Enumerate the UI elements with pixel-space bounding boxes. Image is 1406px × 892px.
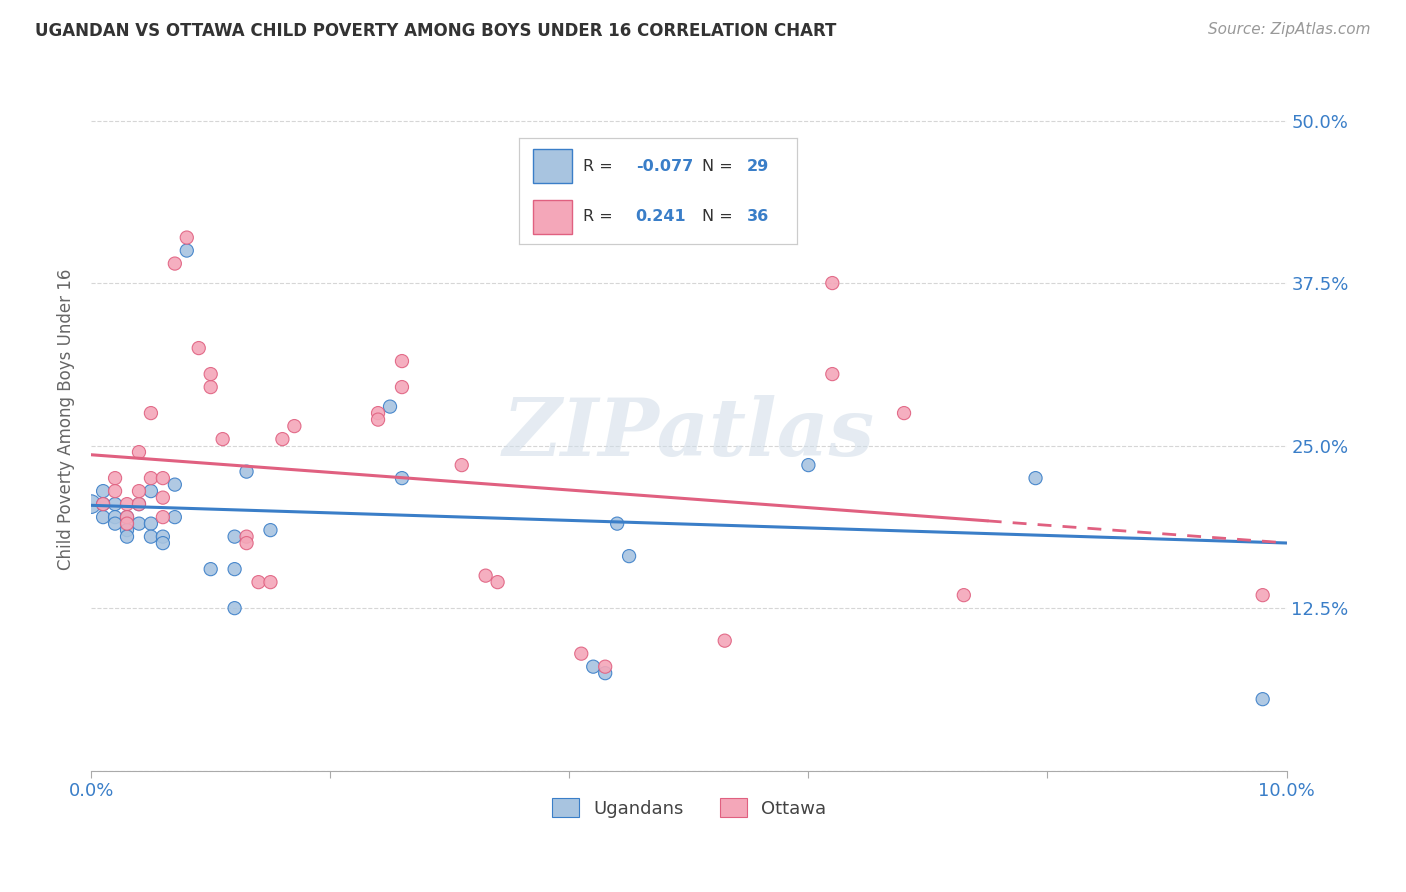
Point xyxy=(128,497,150,511)
Point xyxy=(163,510,186,524)
Point xyxy=(139,530,162,544)
Point xyxy=(259,523,281,537)
Point xyxy=(104,510,127,524)
Point xyxy=(1025,471,1047,485)
Text: N =: N = xyxy=(703,209,738,224)
Point xyxy=(617,549,640,563)
Point xyxy=(271,432,294,446)
Point xyxy=(797,458,820,472)
Point xyxy=(713,633,735,648)
Y-axis label: Child Poverty Among Boys Under 16: Child Poverty Among Boys Under 16 xyxy=(58,268,75,570)
Point xyxy=(115,516,138,531)
Text: R =: R = xyxy=(583,159,617,174)
Point xyxy=(139,484,162,499)
Point xyxy=(450,458,472,472)
Text: ZIPatlas: ZIPatlas xyxy=(503,395,875,473)
Point xyxy=(235,530,257,544)
Point xyxy=(821,276,844,290)
Point xyxy=(187,341,209,355)
Point xyxy=(486,575,509,590)
Point xyxy=(139,516,162,531)
Point xyxy=(176,230,198,244)
Point xyxy=(115,523,138,537)
Text: Source: ZipAtlas.com: Source: ZipAtlas.com xyxy=(1208,22,1371,37)
Point xyxy=(247,575,270,590)
Text: 29: 29 xyxy=(747,159,769,174)
Point xyxy=(593,659,616,673)
Point xyxy=(91,497,114,511)
Point xyxy=(689,146,711,161)
Point xyxy=(152,536,174,550)
Legend: Ugandans, Ottawa: Ugandans, Ottawa xyxy=(544,791,834,825)
Point xyxy=(163,256,186,270)
Point xyxy=(152,491,174,505)
Point xyxy=(235,465,257,479)
FancyBboxPatch shape xyxy=(533,200,572,234)
Text: 0.241: 0.241 xyxy=(636,209,686,224)
Text: R =: R = xyxy=(583,209,617,224)
Point xyxy=(152,530,174,544)
Point xyxy=(128,497,150,511)
Point xyxy=(593,666,616,681)
Point xyxy=(139,471,162,485)
Point xyxy=(200,367,222,381)
Point xyxy=(367,412,389,426)
Point xyxy=(391,471,413,485)
Point xyxy=(128,445,150,459)
Point xyxy=(224,601,246,615)
Point xyxy=(283,419,305,434)
Point xyxy=(953,588,976,602)
Point xyxy=(367,406,389,420)
Point xyxy=(224,530,246,544)
Point xyxy=(115,497,138,511)
Text: UGANDAN VS OTTAWA CHILD POVERTY AMONG BOYS UNDER 16 CORRELATION CHART: UGANDAN VS OTTAWA CHILD POVERTY AMONG BO… xyxy=(35,22,837,40)
Point xyxy=(104,484,127,499)
Text: N =: N = xyxy=(703,159,738,174)
Point xyxy=(606,516,628,531)
Point xyxy=(893,406,915,420)
Point xyxy=(224,562,246,576)
FancyBboxPatch shape xyxy=(533,149,572,183)
Point xyxy=(569,647,592,661)
Text: 36: 36 xyxy=(747,209,769,224)
Point xyxy=(1251,692,1274,706)
Point xyxy=(104,516,127,531)
Point xyxy=(152,510,174,524)
Point xyxy=(1251,588,1274,602)
Point xyxy=(115,510,138,524)
Point xyxy=(391,380,413,394)
Point xyxy=(104,471,127,485)
Point xyxy=(104,497,127,511)
Point xyxy=(152,471,174,485)
Point xyxy=(91,484,114,499)
Point xyxy=(128,516,150,531)
Point xyxy=(474,568,496,582)
Point xyxy=(821,367,844,381)
Point xyxy=(378,400,401,414)
Point xyxy=(139,406,162,420)
Point xyxy=(200,562,222,576)
Point xyxy=(235,536,257,550)
Point xyxy=(163,477,186,491)
Point xyxy=(391,354,413,368)
Point xyxy=(91,497,114,511)
Point xyxy=(582,659,605,673)
Point xyxy=(80,497,103,511)
Point xyxy=(128,484,150,499)
Text: -0.077: -0.077 xyxy=(636,159,693,174)
Point xyxy=(200,380,222,394)
Point xyxy=(91,510,114,524)
Point xyxy=(115,510,138,524)
Point xyxy=(176,244,198,258)
Point xyxy=(259,575,281,590)
Point xyxy=(211,432,233,446)
Point xyxy=(115,530,138,544)
